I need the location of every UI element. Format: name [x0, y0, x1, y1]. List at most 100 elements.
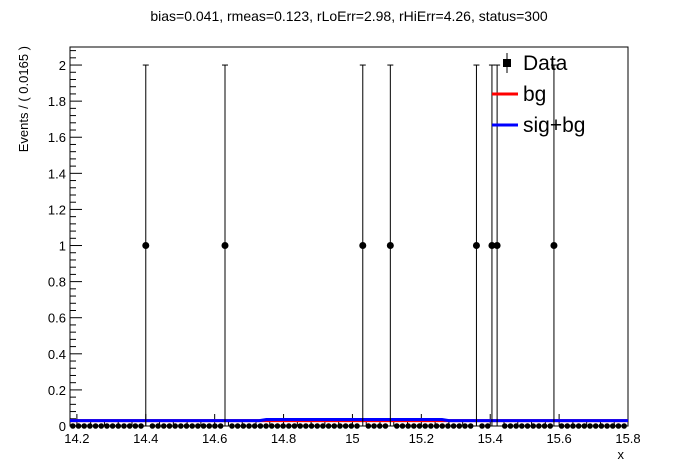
- data-point: [359, 242, 367, 250]
- data-point-zero: [405, 423, 411, 429]
- data-point-zero: [314, 423, 321, 429]
- data-point-zero: [399, 423, 406, 429]
- data-point-zero: [92, 423, 99, 429]
- data-point-zero: [615, 423, 622, 429]
- data-point-zero: [149, 423, 156, 429]
- data-point-zero: [200, 423, 207, 429]
- y-axis: 0 0.2 0.4 0.6 0.8 1 1.2 1.4 1.6 1.8 2: [48, 50, 82, 434]
- x-tick-label: 14.6: [202, 431, 227, 446]
- legend-label: Data: [523, 52, 568, 75]
- data-point-zero: [70, 423, 76, 429]
- data-point-zero: [104, 423, 110, 429]
- data-point-zero: [172, 423, 178, 429]
- data-point-zero: [280, 423, 286, 429]
- data-point-zero: [547, 423, 554, 429]
- data-point-zero: [541, 423, 548, 429]
- data-point-zero: [178, 423, 184, 429]
- y-tick-label: 0: [59, 419, 66, 434]
- data-point-zero: [155, 423, 161, 429]
- data-point-zero: [217, 423, 224, 429]
- data-point-zero: [365, 423, 372, 429]
- data-point-zero: [376, 423, 383, 429]
- data-point-zero: [558, 423, 565, 429]
- data-point: [142, 242, 150, 250]
- x-tick-label: 14.8: [271, 431, 296, 446]
- data-point-zero: [183, 423, 190, 429]
- data-point-zero: [195, 423, 201, 429]
- data-point-zero: [189, 423, 195, 429]
- data-point-zero: [530, 423, 536, 429]
- y-tick-label: 1.8: [48, 94, 66, 109]
- data-point-zero: [439, 423, 446, 429]
- x-tick-label: 15: [345, 431, 359, 446]
- data-point-zero: [587, 423, 593, 429]
- data-point-zero: [286, 423, 292, 429]
- data-point-zero: [132, 423, 139, 429]
- data-point-zero: [98, 423, 105, 429]
- data-point-zero: [109, 423, 116, 429]
- data-point-zero: [263, 423, 269, 429]
- data-point-zero: [598, 423, 605, 429]
- data-point-zero: [331, 423, 338, 429]
- data-point-zero: [393, 423, 400, 429]
- data-point-zero: [166, 423, 173, 429]
- data-point-zero: [297, 423, 303, 429]
- data-point-zero: [462, 423, 468, 429]
- y-tick-label: 0.2: [48, 383, 66, 398]
- x-tick-label: 14.4: [133, 431, 158, 446]
- data-point-zero: [291, 423, 298, 429]
- data-point-zero: [604, 423, 610, 429]
- x-tick-label: 15.6: [546, 431, 571, 446]
- data-point-zero: [445, 423, 451, 429]
- data-point-zero: [433, 423, 440, 429]
- data-point-zero: [212, 423, 218, 429]
- x-tick-label: 15.4: [478, 431, 503, 446]
- data-point-zero: [467, 423, 474, 429]
- y-tick-label: 1.2: [48, 202, 66, 217]
- data-point-zero: [229, 423, 235, 429]
- data-point-zero: [354, 423, 360, 429]
- data-point-zero: [240, 423, 247, 429]
- data-point-zero: [416, 423, 423, 429]
- y-tick-label: 0.8: [48, 275, 66, 290]
- data-point-zero: [325, 423, 332, 429]
- data-point-zero: [484, 423, 491, 429]
- data-point-zero: [81, 423, 88, 429]
- data-point-zero: [621, 423, 627, 429]
- data-point: [221, 242, 229, 250]
- data-point-zero: [513, 423, 519, 429]
- data-point-zero: [501, 423, 508, 429]
- data-point-zero: [575, 423, 582, 429]
- data-point: [386, 242, 394, 250]
- y-tick-label: 0.4: [48, 347, 66, 362]
- data-point-zero: [121, 423, 127, 429]
- data-point-zero: [592, 423, 599, 429]
- chart-title: bias=0.041, rmeas=0.123, rLoErr=2.98, rH…: [150, 8, 548, 24]
- data-point-zero: [519, 423, 525, 429]
- data-point-zero: [450, 423, 457, 429]
- x-tick-label: 15.2: [409, 431, 434, 446]
- data-point-zero: [308, 423, 315, 429]
- data-point-zero: [456, 423, 463, 429]
- data-point-zero: [564, 423, 571, 429]
- y-tick-label: 1.6: [48, 130, 66, 145]
- data-point-zero: [160, 423, 167, 429]
- x-tick-label: 14.2: [64, 431, 89, 446]
- y-axis-label: Events / ( 0.0165 ): [16, 46, 31, 152]
- y-tick-label: 1: [59, 239, 66, 254]
- y-tick-label: 1.4: [48, 166, 66, 181]
- legend-data-marker: [503, 59, 511, 67]
- data-point: [493, 242, 501, 250]
- data-point-zero: [428, 423, 434, 429]
- data-point-zero: [342, 423, 349, 429]
- curves: [70, 418, 628, 423]
- data-point-zero: [320, 423, 326, 429]
- data-point-zero: [411, 423, 417, 429]
- x-axis-label: x: [618, 447, 625, 462]
- curve-sig-plus-bg: [70, 418, 628, 423]
- data-point-zero: [274, 423, 281, 429]
- data-point-zero: [268, 423, 275, 429]
- data-point-zero: [87, 423, 93, 429]
- data-point-zero: [570, 423, 576, 429]
